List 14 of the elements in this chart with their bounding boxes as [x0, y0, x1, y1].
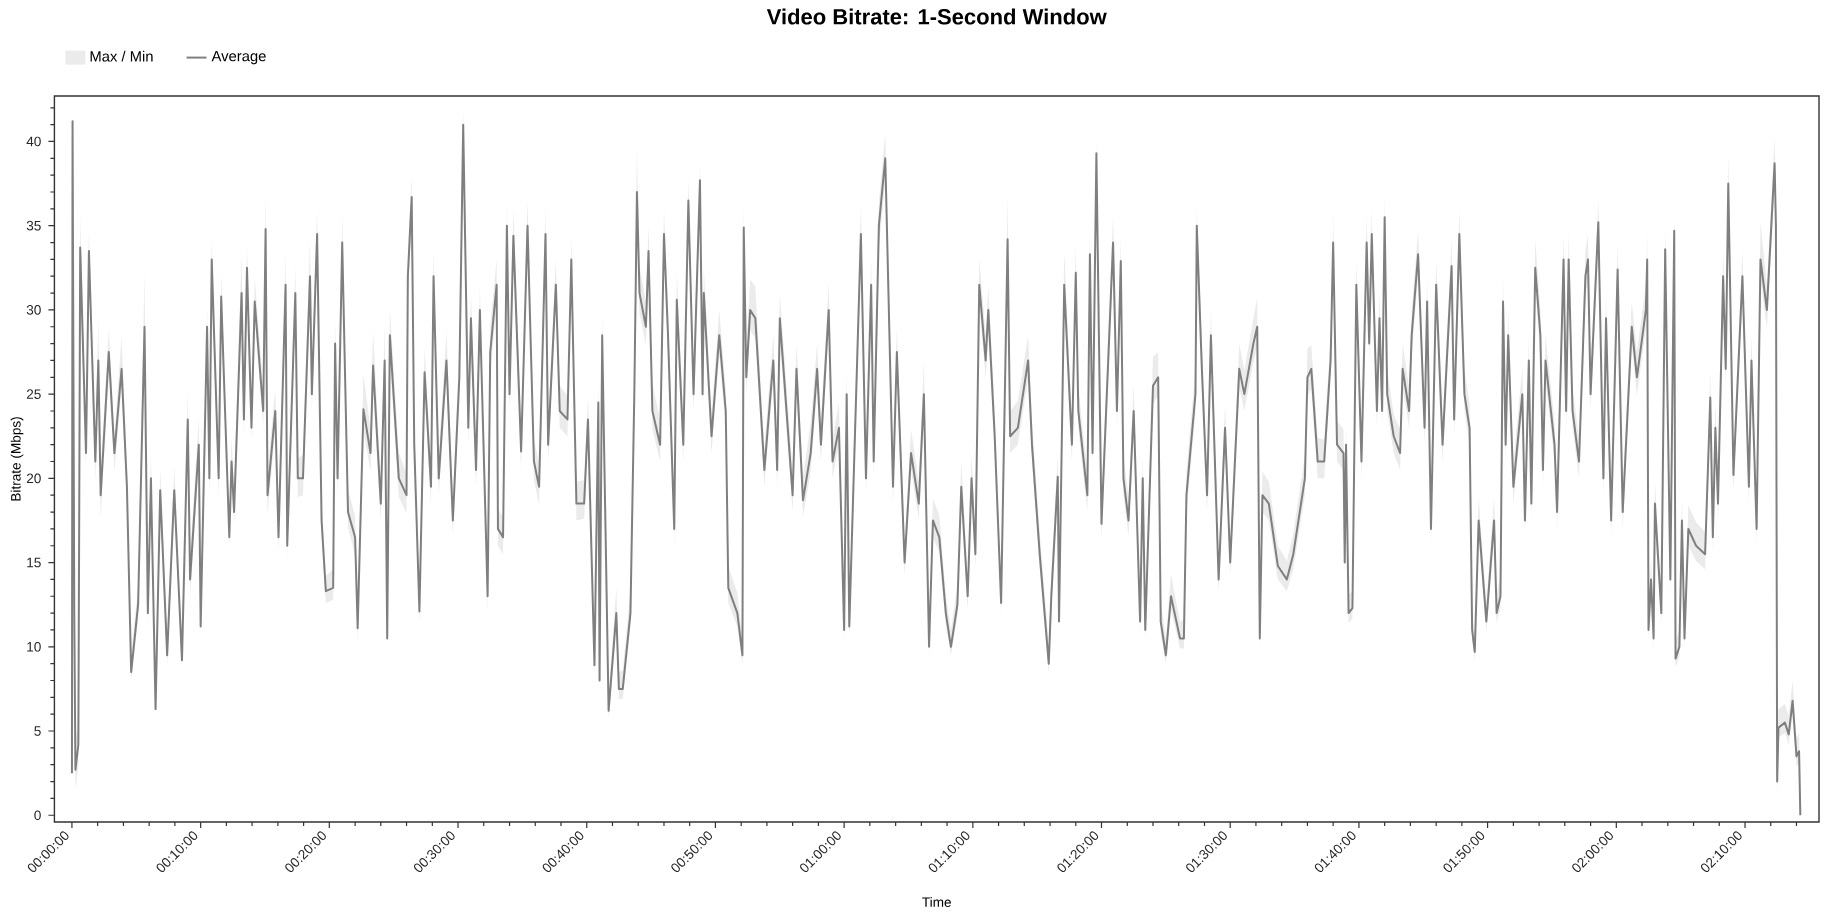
y-tick-label: 30 [26, 305, 41, 315]
legend-label: Average [211, 50, 266, 65]
y-tick-label: 15 [27, 557, 41, 568]
legend-label: Max / Min [90, 50, 153, 62]
y-tick-label: 10 [27, 641, 41, 652]
y-tick-label: 40 [26, 136, 41, 147]
y-axis-title: Bitrate (Mbps) [10, 417, 24, 501]
chart-title: Video Bitrate: 1-Second Window [766, 8, 1107, 25]
y-tick-label: 35 [26, 220, 41, 231]
y-tick-label: 20 [26, 473, 41, 484]
x-axis-title: Time [922, 897, 951, 907]
y-tick-label: 0 [34, 810, 41, 821]
y-tick-label: 25 [26, 389, 41, 399]
y-tick-label: 5 [34, 726, 41, 736]
